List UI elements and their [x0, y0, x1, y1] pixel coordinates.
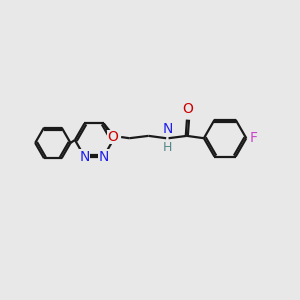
Text: F: F: [250, 131, 258, 145]
Text: H: H: [163, 141, 172, 154]
Text: O: O: [182, 102, 194, 116]
Text: O: O: [107, 130, 118, 144]
Text: N: N: [79, 150, 90, 164]
Text: N: N: [98, 150, 109, 164]
Text: N: N: [162, 122, 172, 136]
